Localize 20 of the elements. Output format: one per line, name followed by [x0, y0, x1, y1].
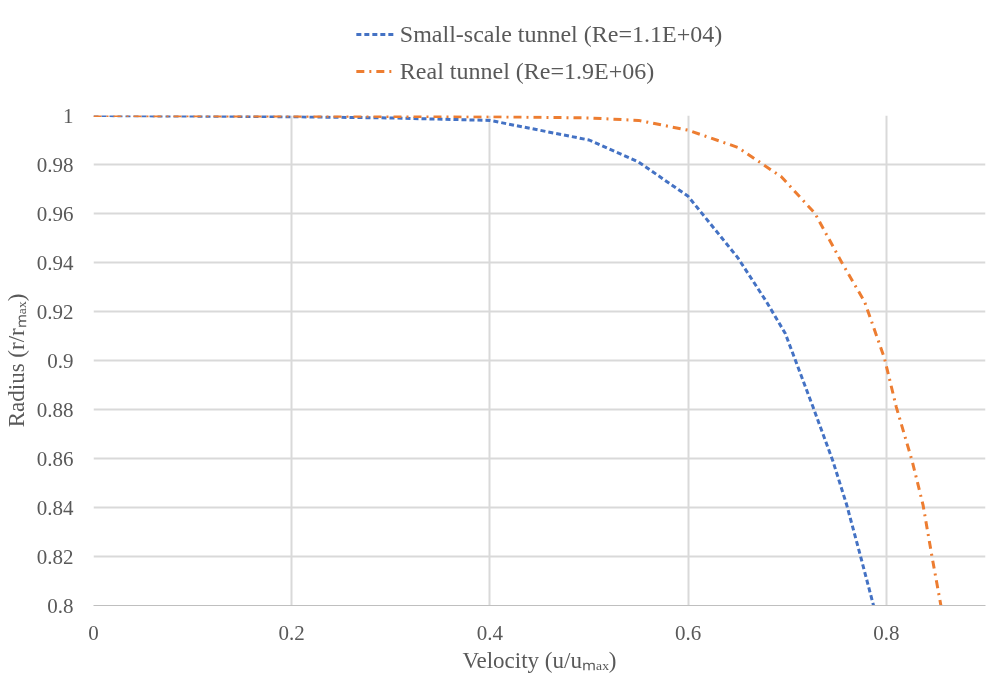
y-tick-label: 0.88: [36, 397, 74, 422]
x-axis-title: Velocity (u/uₘₐₓ): [462, 647, 617, 673]
y-tick-label: 1: [63, 103, 74, 128]
x-tick-label: 0: [88, 620, 99, 645]
x-tick-label: 0.4: [476, 620, 504, 645]
legend-label: Real tunnel (Re=1.9E+06): [399, 57, 655, 85]
y-tick-label: 0.9: [47, 348, 74, 373]
y-tick-label: 0.92: [36, 299, 74, 324]
y-tick-label: 0.96: [36, 201, 74, 226]
y-tick-label: 0.94: [36, 250, 74, 275]
y-tick-label: 0.8: [47, 593, 74, 618]
x-tick-label: 0.6: [675, 620, 702, 645]
x-tick-label: 0.8: [873, 620, 900, 645]
y-axis-title: Radius (r/rₘₐₓ): [3, 293, 29, 428]
x-tick-label: 0.2: [278, 620, 305, 645]
y-tick-label: 0.82: [36, 544, 74, 569]
legend-label: Small-scale tunnel (Re=1.1E+04): [399, 20, 723, 48]
y-tick-label: 0.86: [36, 446, 74, 471]
y-tick-label: 0.84: [36, 495, 74, 520]
y-tick-label: 0.98: [36, 152, 74, 177]
